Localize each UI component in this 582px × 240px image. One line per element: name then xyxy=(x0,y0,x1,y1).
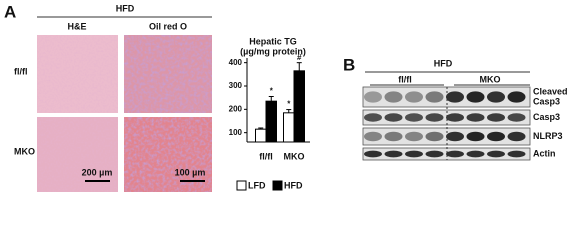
band xyxy=(466,131,485,142)
significance: * xyxy=(270,87,274,96)
blot-label: Actin xyxy=(533,148,556,158)
bar xyxy=(265,100,277,143)
band xyxy=(364,91,382,103)
band xyxy=(466,91,485,103)
band xyxy=(446,91,464,103)
y-tick-label: 400 xyxy=(229,58,243,67)
header: HFD xyxy=(434,58,453,68)
column-header: Oil red O xyxy=(149,21,187,31)
y-tick-label: 100 xyxy=(229,128,243,137)
band xyxy=(446,113,464,122)
band xyxy=(364,131,382,142)
band xyxy=(405,150,423,158)
band xyxy=(364,113,382,122)
panel-label: A xyxy=(4,2,16,21)
significance: * xyxy=(287,100,291,109)
x-tick-label: MKO xyxy=(284,151,305,161)
band xyxy=(425,113,444,122)
band xyxy=(405,113,423,122)
bar xyxy=(255,128,267,143)
band xyxy=(507,131,526,142)
group-label: fl/fl xyxy=(398,74,412,84)
legend-label: LFD xyxy=(248,180,266,190)
panel-label: B xyxy=(343,55,355,74)
x-tick-label: fl/fl xyxy=(259,151,273,161)
legend-label: HFD xyxy=(284,180,303,190)
oro-fl xyxy=(124,35,212,113)
band xyxy=(384,131,403,142)
band xyxy=(384,113,403,122)
band xyxy=(487,150,505,158)
chart-title: Hepatic TG xyxy=(249,36,297,46)
band xyxy=(487,131,505,142)
scale-bar-label: 200 µm xyxy=(82,167,113,177)
band xyxy=(405,91,423,103)
blot-label: Cleaved xyxy=(533,86,568,96)
band xyxy=(466,113,485,122)
blot-label: Casp3 xyxy=(533,96,560,106)
legend-swatch xyxy=(236,180,247,191)
header: HFD xyxy=(116,3,135,13)
blot-label: Casp3 xyxy=(533,112,560,122)
blot-label: NLRP3 xyxy=(533,131,563,141)
band xyxy=(405,131,423,142)
band xyxy=(507,113,526,122)
chart-title: (µg/mg protein) xyxy=(240,46,306,56)
band xyxy=(466,150,485,158)
group-label: MKO xyxy=(480,74,501,84)
band xyxy=(384,91,403,103)
scale-bar-label: 100 µm xyxy=(175,167,206,177)
band xyxy=(425,131,444,142)
oro-mko xyxy=(124,117,212,192)
figure: A HFD H&E Oil red O fl/fl MKO 200 µm 100… xyxy=(4,2,568,192)
y-tick-label: 300 xyxy=(229,81,243,90)
he-mko xyxy=(37,117,118,192)
band xyxy=(487,113,505,122)
bar xyxy=(283,112,295,143)
he-fl xyxy=(37,35,118,113)
band xyxy=(384,150,403,158)
y-tick-label: 200 xyxy=(229,104,243,113)
legend-swatch xyxy=(272,180,283,191)
bar xyxy=(293,70,305,143)
band xyxy=(364,150,382,158)
column-header: H&E xyxy=(67,21,86,31)
band xyxy=(446,150,464,158)
row-label: MKO xyxy=(14,146,35,156)
band xyxy=(446,131,464,142)
band xyxy=(425,91,444,103)
band xyxy=(507,91,526,103)
significance: # xyxy=(297,53,302,62)
band xyxy=(425,150,444,158)
band xyxy=(487,91,505,103)
band xyxy=(507,150,526,158)
row-label: fl/fl xyxy=(14,66,28,76)
